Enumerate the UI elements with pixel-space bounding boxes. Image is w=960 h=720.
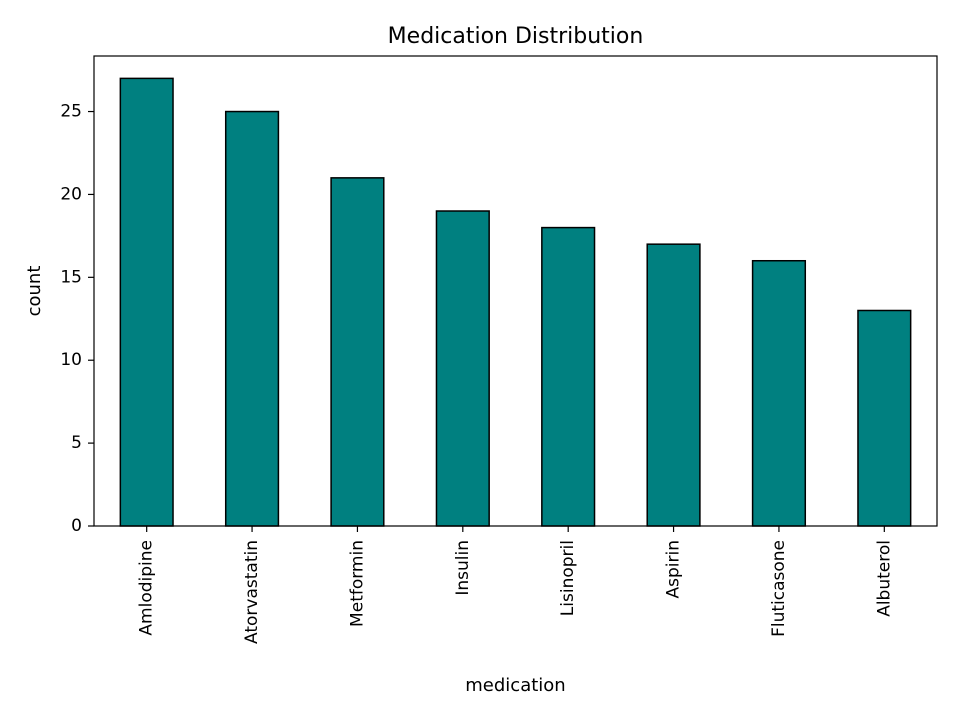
bar-lisinopril: [541, 226, 596, 527]
y-tick-label: 20: [60, 184, 82, 204]
x-axis-label: medication: [465, 675, 565, 696]
y-tick-label: 0: [71, 516, 82, 536]
x-tick-label: Amlodipine: [137, 540, 157, 636]
y-tick-label: 5: [71, 433, 82, 453]
x-tick-label: Lisinopril: [558, 540, 578, 616]
y-tick-label: 10: [60, 350, 82, 370]
chart-title: Medication Distribution: [388, 24, 644, 49]
x-tick-label: Aspirin: [664, 540, 684, 599]
x-axis: Amlodipine Atorvastatin Metformin Insulin Li…: [137, 526, 894, 644]
x-tick-label: Albuterol: [874, 540, 894, 617]
bar-fluticasone: [751, 259, 807, 527]
y-tick-label: 25: [60, 102, 82, 122]
x-tick-label: Insulin: [453, 540, 473, 596]
x-tick-label: Metformin: [347, 540, 367, 627]
bar-metformin: [330, 177, 385, 527]
bar-aspirin: [646, 243, 701, 527]
bar-albuterol: [857, 309, 912, 527]
y-axis-label: count: [24, 266, 45, 317]
bars-group: [119, 77, 912, 527]
y-axis: 0 5 10 15 20 25: [60, 102, 94, 536]
bar-atorvastatin: [224, 110, 280, 527]
x-tick-label: Fluticasone: [769, 540, 789, 637]
plot-area-frame: [93, 55, 938, 527]
y-tick-label: 15: [60, 267, 82, 287]
bar-insulin: [435, 210, 490, 527]
bar-amlodipine: [119, 77, 174, 527]
x-tick-label: Atorvastatin: [242, 540, 262, 644]
